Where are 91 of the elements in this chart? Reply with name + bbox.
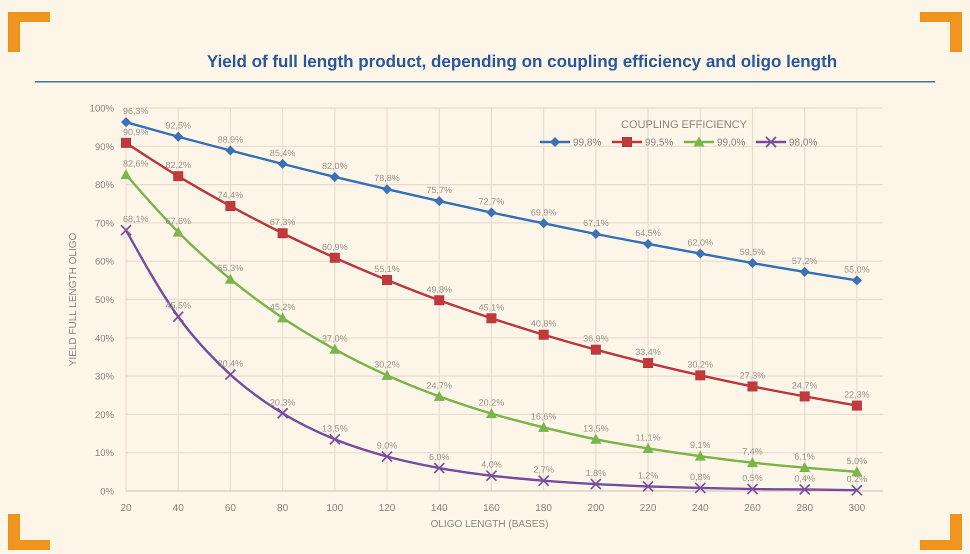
data-label: 55,3% [218,263,244,274]
data-label: 9,0% [376,440,398,451]
data-label: 55,0% [844,264,870,274]
y-axis-title: YIELD FULL LENGTH OLIGO [68,232,79,366]
data-label: 37,0% [322,333,348,344]
x-tick-label: 300 [848,503,866,514]
data-label: 9,1% [690,440,711,450]
data-label: 11,1% [636,432,660,442]
data-label: 24,7% [426,380,452,390]
data-label: 60,9% [322,242,348,252]
data-label: 36,9% [583,334,609,344]
data-label: 69,9% [530,207,556,218]
data-label: 0,2% [846,474,868,484]
data-label: 67,3% [270,217,296,228]
legend-label: 98,0% [789,138,818,148]
x-tick-label: 20 [120,503,132,514]
x-tick-label: 160 [483,503,500,514]
data-label: 24,7% [792,380,818,390]
x-tick-label: 120 [378,503,396,514]
y-tick-label: 0% [100,486,115,498]
data-label: 6,0% [428,452,450,462]
legend-label: 99,5% [645,138,674,148]
legend-label: 99,0% [717,138,746,148]
data-label: 92,5% [165,120,191,131]
data-label: 88,9% [218,134,244,145]
legend-title: COUPLING EFFICIENCY [621,119,748,131]
data-label: 22,3% [844,390,870,400]
data-label: 13,5% [583,423,609,434]
data-label: 57,2% [792,256,818,266]
data-label: 1,2% [638,470,658,480]
data-label: 0,5% [742,473,763,484]
y-tick-label: 40% [94,333,115,344]
data-label: 74,4% [218,190,244,200]
data-label: 7,4% [742,446,763,457]
data-label: 85,4% [270,148,296,158]
y-tick-label: 90% [94,142,115,153]
data-label: 33,4% [635,347,661,358]
x-axis-title: OLIGO LENGTH (BASES) [430,519,548,530]
data-label: 5,0% [846,456,868,466]
data-label: 27,3% [740,370,766,380]
data-label: 30,2% [688,359,714,370]
x-tick-label: 260 [744,503,762,514]
data-label: 49,8% [426,284,452,294]
data-label: 82,2% [165,160,191,170]
data-label: 40,8% [530,318,556,329]
data-label: 55,1% [374,264,400,274]
data-label: 20,3% [270,397,296,408]
x-tick-label: 200 [588,503,605,514]
x-tick-label: 60 [224,503,236,514]
data-label: 45,1% [478,302,504,312]
y-tick-label: 70% [94,218,115,230]
y-tick-label: 30% [94,372,115,383]
legend-label: 99,8% [573,138,602,148]
x-tick-label: 80 [277,503,289,514]
data-label: 72,7% [478,196,504,207]
data-label: 59,5% [740,247,766,258]
data-label: 0,8% [690,472,711,482]
y-tick-label: 50% [94,295,115,306]
data-label: 62,0% [688,238,714,248]
y-tick-label: 80% [94,180,115,192]
data-label: 16,6% [530,411,556,422]
data-label: 82,0% [322,160,348,171]
data-label: 1,8% [586,468,606,478]
data-label: 67,1% [583,218,609,228]
y-tick-label: 100% [90,104,115,114]
data-label: 75,7% [426,185,452,196]
data-label: 30,2% [374,359,400,370]
y-tick-label: 60% [94,256,115,268]
data-label: 6,1% [794,452,815,462]
data-label: 64,5% [635,228,661,238]
x-tick-label: 180 [535,503,552,514]
data-label: 90,9% [123,126,149,137]
x-tick-label: 240 [692,503,710,514]
data-label: 13,5% [322,423,348,434]
x-tick-label: 220 [640,503,657,514]
chart-title: Yield of full length product, depending on coupling efficiency and oligo length [206,52,838,71]
data-label: 82,6% [123,158,149,169]
x-tick-label: 40 [172,503,184,514]
y-tick-label: 20% [94,410,115,421]
data-label: 68,1% [123,214,149,224]
data-label: 20,2% [478,398,504,408]
data-label: 96,3% [123,106,149,116]
data-label: 45,2% [270,302,296,312]
data-label: 2,7% [533,464,554,475]
data-label: 78,8% [374,173,400,184]
x-tick-label: 140 [430,503,448,514]
x-tick-label: 100 [326,503,344,514]
data-label: 0,4% [794,473,815,484]
data-label: 4,0% [481,460,502,470]
x-tick-label: 280 [796,503,814,514]
y-tick-label: 10% [94,448,115,460]
